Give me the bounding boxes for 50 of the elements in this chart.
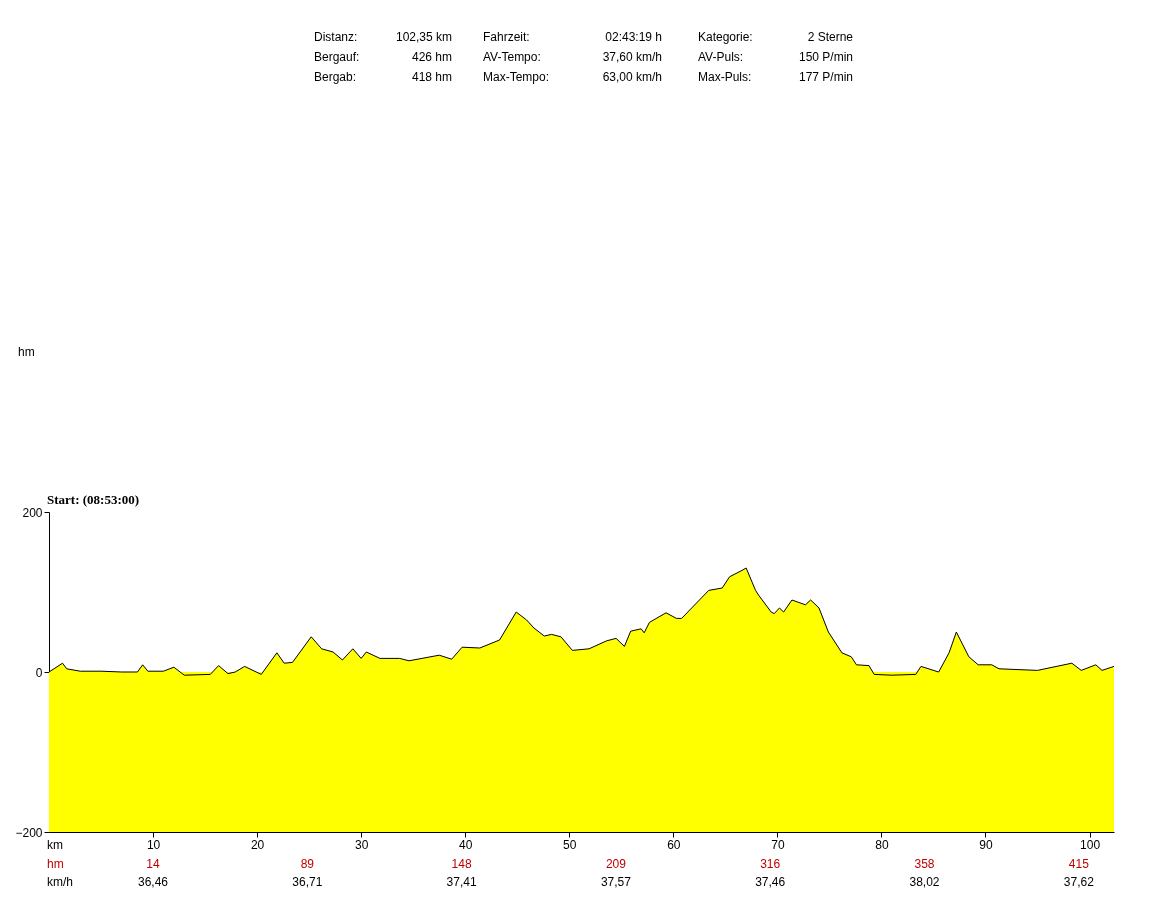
x-tick-label: 90 bbox=[979, 837, 993, 852]
text: 426 hm bbox=[411, 50, 452, 64]
text: 37,41 bbox=[446, 875, 477, 889]
text: 316 bbox=[760, 857, 781, 871]
x-tick-label: 50 bbox=[563, 837, 577, 852]
text: hm bbox=[18, 345, 35, 359]
text: AV-Puls: bbox=[698, 50, 744, 64]
text: 37,62 bbox=[1063, 875, 1095, 889]
text: 36,46 bbox=[137, 875, 169, 889]
text: 37,46 bbox=[755, 875, 786, 889]
x-tick-label: 100 bbox=[1080, 837, 1101, 852]
text: 14 bbox=[146, 857, 160, 871]
text: Bergauf: bbox=[314, 50, 360, 64]
text: AV-Tempo: bbox=[483, 50, 541, 64]
text: 148 bbox=[451, 857, 472, 871]
text: Start: (08:53:00) bbox=[47, 492, 140, 507]
text: 89 bbox=[300, 857, 315, 871]
x-tick-label: 20 bbox=[250, 837, 265, 852]
text: 418 hm bbox=[411, 70, 452, 84]
text: Max-Tempo: bbox=[483, 70, 550, 84]
text: hm bbox=[47, 857, 64, 871]
x-tick-label: 40 bbox=[459, 837, 473, 852]
text: Fahrzeit: bbox=[483, 30, 530, 44]
x-tick-label: 80 bbox=[875, 837, 889, 852]
text: 102,35 km bbox=[395, 30, 452, 44]
y-tick-label: −200 bbox=[15, 825, 43, 840]
text: 02:43:19 h bbox=[605, 30, 662, 44]
x-tick-label: 60 bbox=[667, 837, 681, 852]
text: 38,02 bbox=[909, 875, 940, 889]
text: km/h bbox=[47, 875, 74, 889]
y-tick-label: 200 bbox=[22, 505, 43, 520]
text: 150 P/min bbox=[798, 50, 853, 64]
text: Bergab: bbox=[314, 70, 357, 84]
text: 37,57 bbox=[600, 875, 632, 889]
text: 36,71 bbox=[292, 875, 323, 889]
x-tick-label: 70 bbox=[771, 837, 785, 852]
text: 415 bbox=[1068, 857, 1090, 871]
text: 63,00 km/h bbox=[602, 70, 662, 84]
text: 2 Sterne bbox=[807, 30, 853, 44]
x-axis-title: km bbox=[47, 838, 63, 852]
text: 37,60 km/h bbox=[602, 50, 662, 64]
text: 358 bbox=[914, 857, 935, 871]
x-tick-label: 30 bbox=[354, 837, 369, 852]
text: 177 P/min bbox=[798, 70, 853, 84]
x-tick-label: 10 bbox=[146, 837, 161, 852]
text: Distanz: bbox=[314, 30, 358, 44]
text: Max-Puls: bbox=[698, 70, 752, 84]
text: Kategorie: bbox=[698, 30, 753, 44]
y-tick-label: 0 bbox=[35, 665, 43, 680]
text: 209 bbox=[605, 857, 627, 871]
